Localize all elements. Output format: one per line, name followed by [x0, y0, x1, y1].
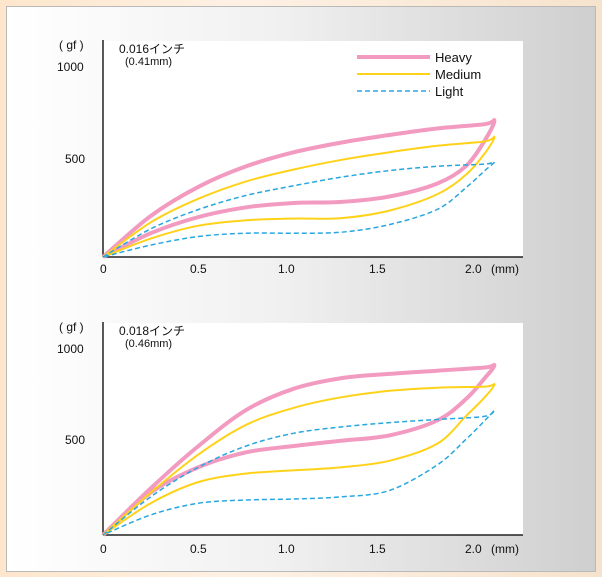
series-group — [101, 362, 497, 537]
chart-subtitle: (0.41mm) — [125, 56, 172, 68]
series-line-heavy — [101, 118, 497, 259]
series-line-medium — [102, 382, 496, 536]
x-tick-label-1.0: 1.0 — [278, 542, 295, 556]
x-axis-unit-label: (mm) — [491, 262, 519, 276]
series-line-heavy — [101, 362, 497, 537]
x-tick-label-0.5: 0.5 — [190, 542, 207, 556]
legend: Heavy Medium Light — [357, 50, 481, 99]
y-tick-label-500: 500 — [65, 433, 85, 447]
series-group — [101, 118, 497, 259]
x-tick-label-2.0: 2.0 — [465, 542, 482, 556]
x-tick-label-0: 0 — [100, 542, 107, 556]
legend-label-light: Light — [435, 84, 464, 99]
x-axis-unit-label: (mm) — [491, 542, 519, 556]
plot-area — [103, 323, 523, 535]
series-line-light — [102, 409, 496, 536]
chart-title: 0.018インチ — [119, 324, 185, 338]
y-tick-label-500: 500 — [65, 152, 85, 166]
series-line-light — [102, 160, 496, 258]
chart-2: ( gf ) 1000 500 0.018インチ (0.46mm) 0 0.5 … — [57, 320, 523, 556]
x-tick-label-1.5: 1.5 — [369, 262, 386, 276]
x-tick-label-2.0: 2.0 — [465, 262, 482, 276]
legend-label-medium: Medium — [435, 67, 481, 82]
chart-1: ( gf ) 1000 500 0.016インチ (0.41mm) 0 0.5 … — [57, 38, 523, 276]
y-axis-label: ( gf ) — [59, 320, 84, 334]
chart-subtitle: (0.46mm) — [125, 338, 172, 350]
force-deflection-charts: ( gf ) 1000 500 0.016インチ (0.41mm) 0 0.5 … — [57, 38, 523, 556]
series-line-medium — [102, 135, 496, 258]
x-tick-label-1.0: 1.0 — [278, 262, 295, 276]
x-tick-label-0.5: 0.5 — [190, 262, 207, 276]
legend-label-heavy: Heavy — [435, 50, 472, 65]
chart-title: 0.016インチ — [119, 42, 185, 56]
x-tick-label-1.5: 1.5 — [369, 542, 386, 556]
y-tick-label-1000: 1000 — [57, 60, 84, 74]
x-tick-label-0: 0 — [100, 262, 107, 276]
y-axis-label: ( gf ) — [59, 38, 84, 52]
chart-panel: ( gf ) 1000 500 0.016インチ (0.41mm) 0 0.5 … — [6, 6, 596, 572]
y-tick-label-1000: 1000 — [57, 342, 84, 356]
